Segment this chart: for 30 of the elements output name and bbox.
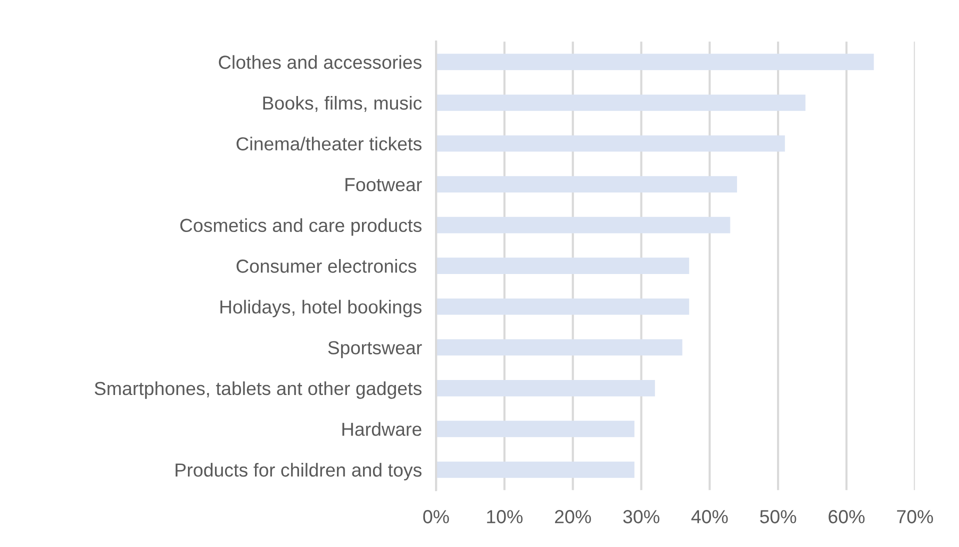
- y-tick-label: Footwear: [346, 178, 422, 192]
- x-tick-label: 40%: [691, 510, 728, 524]
- bar: [436, 176, 738, 192]
- bar: [436, 339, 682, 356]
- bar: [436, 135, 785, 152]
- bar: [436, 216, 730, 234]
- x-tick-label: 0%: [423, 510, 449, 524]
- bar: [436, 94, 806, 111]
- bar: [436, 380, 655, 396]
- y-tick-label: Hardware: [342, 422, 422, 436]
- x-tick-label: 60%: [828, 510, 865, 524]
- y-tick-label: Books, films, music: [263, 96, 422, 112]
- bar: [436, 258, 690, 274]
- x-tick-label: 10%: [487, 510, 523, 524]
- y-tick-label: Sportswear: [328, 341, 422, 358]
- x-tick-label: 20%: [555, 510, 591, 524]
- y-tick-label: Cosmetics and care products: [180, 218, 422, 236]
- x-tick-label: 70%: [897, 510, 933, 524]
- y-tick-label: Holidays, hotel bookings: [220, 300, 422, 318]
- bar: [436, 298, 690, 315]
- x-tick-label: 30%: [623, 510, 660, 524]
- y-tick-label: Clothes and accessories: [218, 55, 422, 69]
- y-tick-label: Smartphones, tablets ant other gadgets: [94, 381, 422, 399]
- y-tick-label: Consumer electronics: [236, 259, 416, 273]
- y-tick-label: Cinema/theater tickets: [236, 136, 422, 150]
- bar: [436, 420, 634, 438]
- y-tick-label: Products for children and toys: [176, 462, 422, 480]
- x-tick-label: 50%: [760, 510, 796, 524]
- bar: [436, 462, 634, 478]
- bar: [436, 54, 874, 70]
